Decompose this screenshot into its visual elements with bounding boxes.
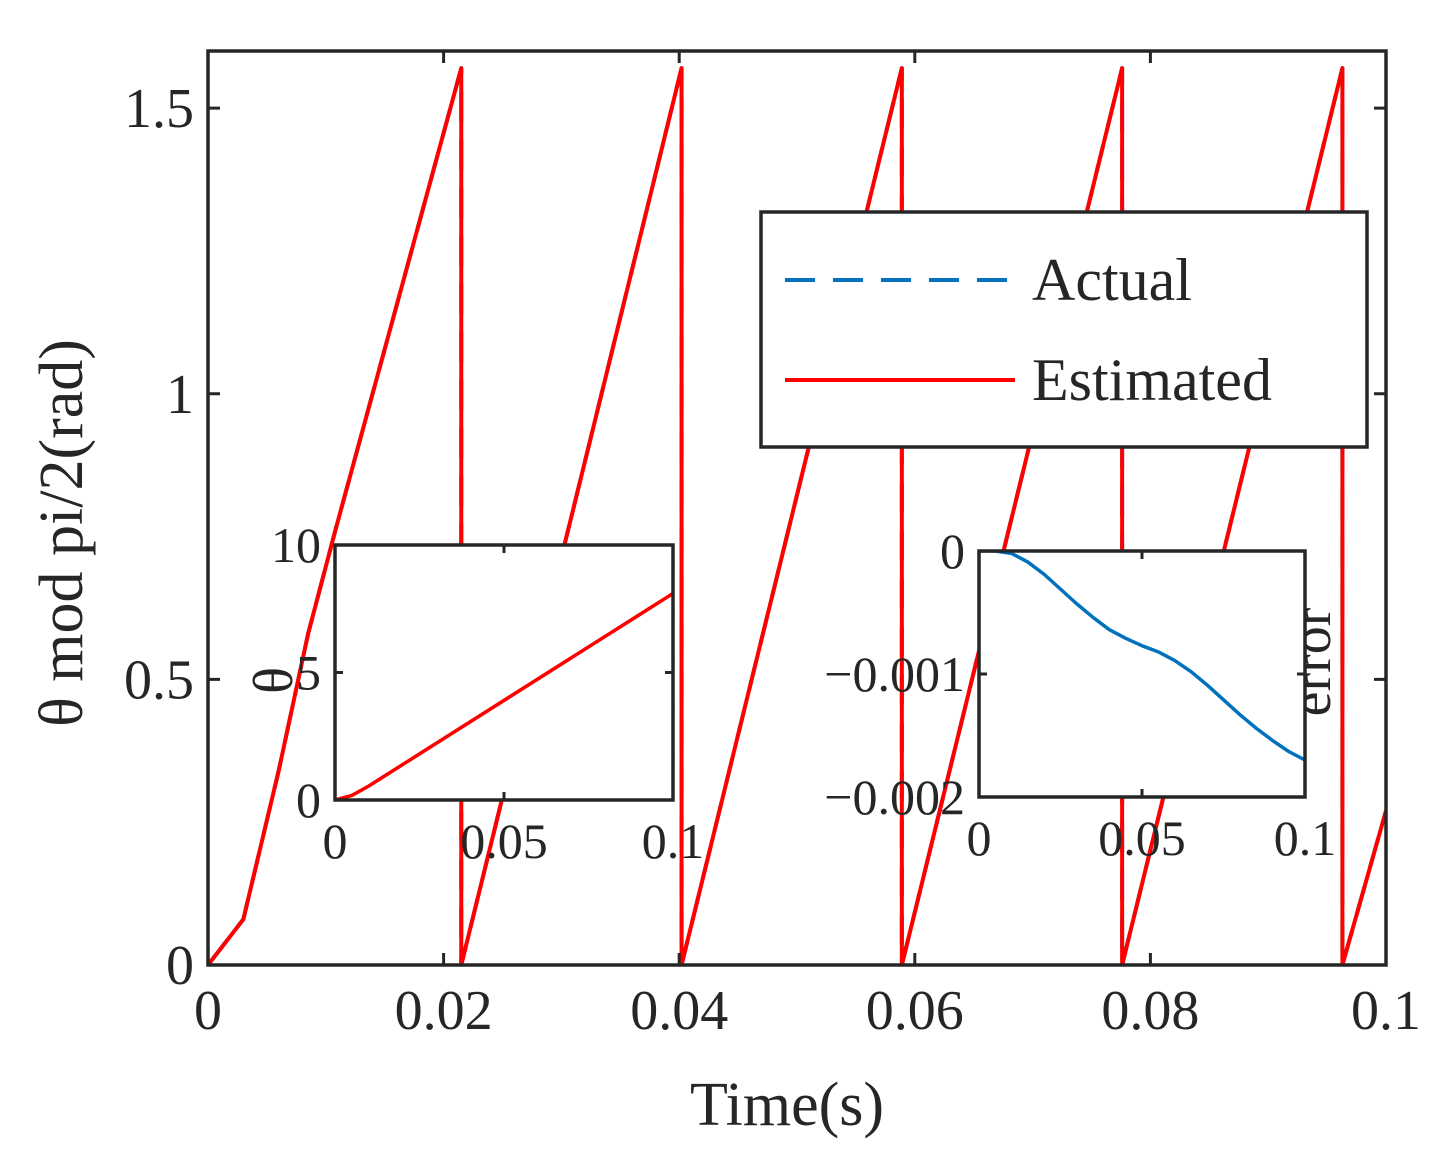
inset-theta-xtick-label: 0 [323,813,348,869]
main-plot-area [208,51,1386,965]
inset-theta-ytick-label: 0 [296,772,321,828]
main-axis-box [206,49,1388,967]
inset-theta-ytick-label: 5 [296,645,321,701]
inset-error-series-error [979,551,1305,762]
inset-error-plot-area [979,551,1305,797]
main-xtick-label: 0.08 [1101,980,1199,1042]
x-axis-label: Time(s) [690,1071,884,1139]
main-ytick-label: 0 [166,935,194,997]
inset-theta-y-label: θ [243,667,305,694]
main-ytick-label: 1.5 [124,78,194,140]
main-xtick-label: 0.1 [1351,980,1421,1042]
main-ytick-label: 0.5 [124,649,194,711]
inset-error-ytick-label: 0 [940,523,965,579]
main-ytick-label: 1 [166,364,194,426]
main-xtick-label: 0 [194,980,222,1042]
main-xtick-label: 0.06 [866,980,964,1042]
inset-error-axes: 0 0.05 0.1 −0.002 −0.001 0 error [824,523,1343,866]
inset-error-xtick-label: 0 [967,810,992,866]
inset-error-xtick-label: 0.1 [1274,810,1337,866]
inset-error-y-label: error [1281,607,1343,716]
inset-error-ytick-label: −0.002 [824,769,965,825]
inset-theta-xtick-label: 0.05 [460,813,548,869]
main-xtick-label: 0.02 [395,980,493,1042]
inset-theta-series-- [335,591,673,800]
inset-theta-xtick-label: 0.1 [642,813,705,869]
main-series-estimated [208,66,1386,965]
legend: Actual Estimated [759,210,1369,449]
main-axes: 0 0.02 0.04 0.06 0.08 0.1 0 0.5 1 1.5 Time(s) θ mod… [28,49,1421,1139]
inset-error-ytick-label: −0.001 [824,646,965,702]
legend-box [759,210,1369,449]
inset-error-xtick-label: 0.05 [1098,810,1186,866]
legend-label-estimated: Estimated [1032,347,1272,413]
inset-theta-ytick-label: 10 [271,517,321,573]
inset-theta-plot-area [335,545,673,800]
y-axis-label: θ mod pi/2(rad) [28,339,96,727]
inset-theta-axes: 0 0.05 0.1 0 5 10 θ [243,517,704,869]
main-xtick-label: 0.04 [630,980,728,1042]
legend-label-actual: Actual [1032,247,1192,313]
